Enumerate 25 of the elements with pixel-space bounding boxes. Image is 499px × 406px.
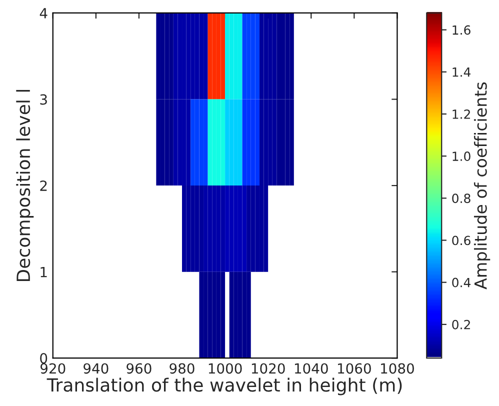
y-tick-label: 1 [40, 266, 47, 278]
x-tick-label: 1060 [338, 363, 371, 374]
x-tick-label: 1040 [294, 363, 328, 374]
color-bar-label: 1.4 [452, 68, 471, 77]
y-tick-label: 2 [40, 180, 47, 191]
x-tick-label: 1080 [381, 363, 414, 374]
color-bar-title: Amplitude of coefficients [474, 82, 490, 290]
y-tick-label: 3 [40, 94, 47, 105]
color-bar-label: 0.4 [452, 278, 471, 288]
x-tick-label: 1020 [252, 363, 285, 374]
x-tick-label: 1000 [208, 363, 242, 374]
color-bar-label: 1.2 [452, 109, 470, 119]
x-tick-label: 980 [170, 363, 194, 374]
color-bar-label: 0.8 [452, 194, 470, 204]
color-bar-label: 1.0 [452, 152, 470, 162]
x-tick-label: 960 [126, 363, 152, 374]
x-tick-label: 920 [40, 363, 66, 374]
x-tick-label: 940 [84, 363, 108, 374]
color-bar-label: 0.2 [452, 320, 470, 330]
y-tick-label: 0 [40, 353, 48, 364]
y-tick-label: 4 [40, 8, 48, 18]
y-axis-title: Decomposition level l [16, 90, 34, 282]
x-axis-title: Translation of the wavelet in height (m) [46, 378, 402, 396]
color-bar-label: 0.6 [452, 236, 470, 246]
color-bar-label: 1.6 [452, 25, 470, 35]
